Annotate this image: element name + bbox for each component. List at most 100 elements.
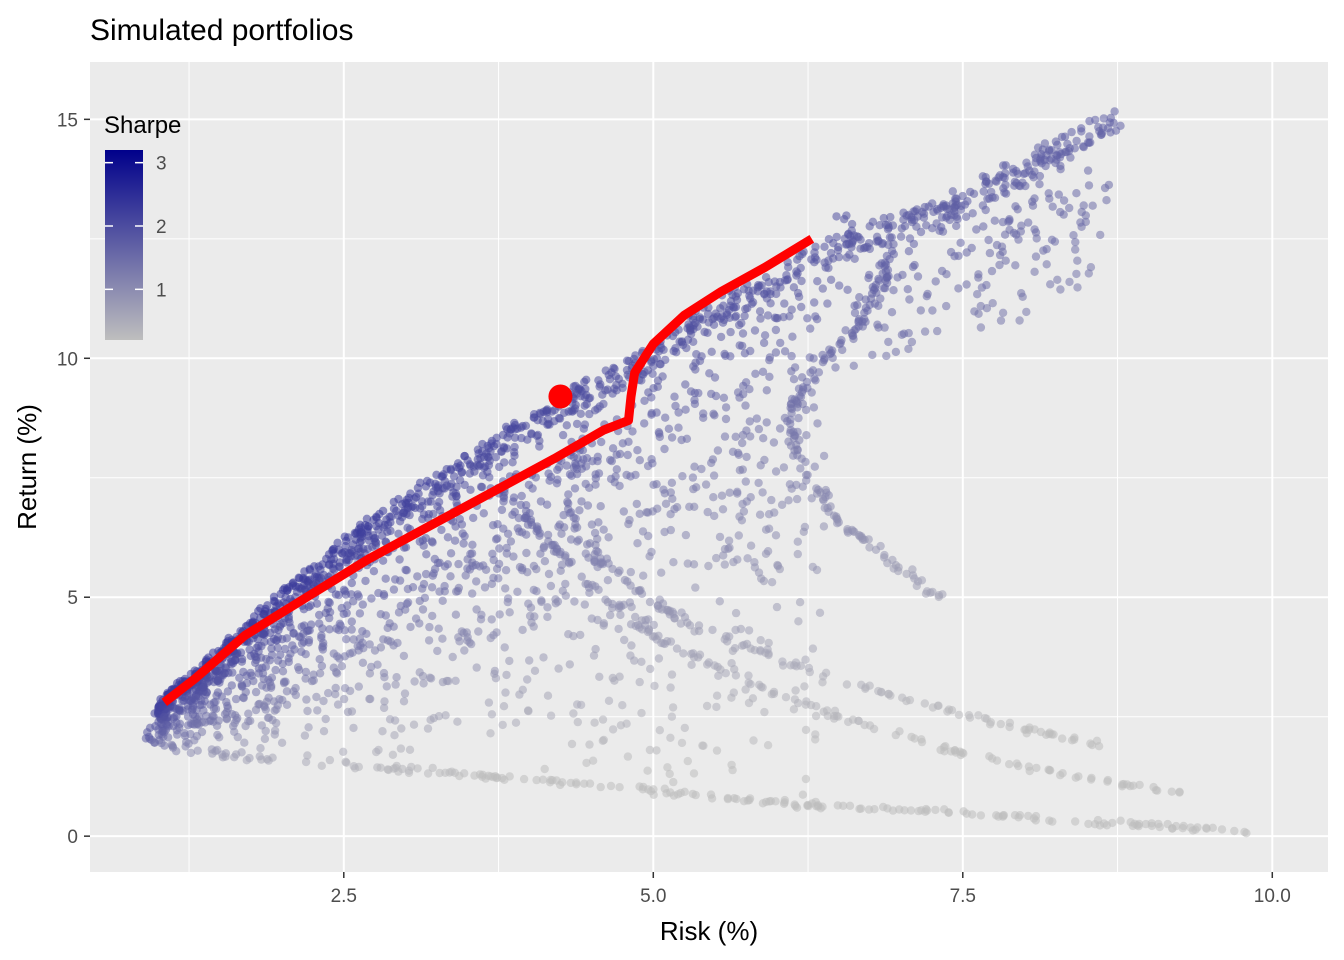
portfolio-point: [260, 702, 269, 712]
portfolio-point: [738, 329, 748, 338]
portfolio-point: [525, 656, 534, 665]
portfolio-point: [427, 583, 437, 592]
legend-tick-label: 3: [156, 154, 167, 175]
portfolio-point: [599, 525, 608, 534]
portfolio-point: [798, 482, 807, 491]
portfolio-point: [856, 235, 865, 244]
portfolio-point: [517, 491, 526, 501]
portfolio-point: [278, 667, 288, 676]
portfolio-point: [653, 376, 663, 385]
portfolio-point: [728, 646, 737, 656]
portfolio-point: [506, 537, 516, 546]
portfolio-point: [645, 597, 655, 607]
portfolio-point: [771, 531, 781, 540]
portfolio-point: [980, 713, 990, 723]
portfolio-point: [690, 502, 699, 511]
portfolio-point: [582, 758, 591, 768]
portfolio-point: [241, 721, 250, 731]
portfolio-point: [748, 694, 758, 703]
portfolio-point: [598, 715, 608, 724]
portfolio-point: [612, 465, 621, 474]
portfolio-point: [209, 712, 218, 721]
portfolio-point: [671, 401, 680, 411]
portfolio-point: [875, 261, 884, 270]
portfolio-point: [923, 289, 932, 299]
portfolio-point: [794, 292, 804, 301]
portfolio-point: [223, 687, 233, 696]
portfolio-point: [736, 624, 746, 634]
portfolio-point: [596, 502, 605, 511]
portfolio-point: [708, 455, 718, 464]
portfolio-point: [985, 752, 994, 761]
portfolio-point: [290, 645, 299, 654]
portfolio-point: [365, 694, 374, 704]
portfolio-point: [553, 465, 562, 474]
portfolio-point: [811, 730, 820, 739]
portfolio-point: [754, 424, 764, 434]
portfolio-point: [554, 413, 564, 423]
portfolio-point: [733, 555, 742, 564]
portfolio-point: [562, 421, 571, 430]
portfolio-point: [508, 510, 517, 519]
portfolio-point: [806, 368, 815, 377]
portfolio-point: [1030, 267, 1039, 276]
portfolio-point: [400, 689, 410, 698]
portfolio-point: [870, 805, 879, 814]
portfolio-point: [543, 530, 553, 540]
portfolio-point: [1081, 217, 1091, 227]
portfolio-point: [349, 762, 358, 771]
portfolio-point: [303, 751, 312, 760]
portfolio-point: [385, 512, 394, 521]
portfolio-point: [580, 600, 589, 609]
portfolio-point: [1067, 127, 1076, 137]
portfolio-point: [948, 187, 957, 196]
portfolio-point: [876, 294, 885, 303]
portfolio-point: [1042, 260, 1051, 269]
portfolio-point: [479, 509, 488, 518]
portfolio-point: [1012, 230, 1021, 239]
portfolio-point: [880, 550, 889, 560]
portfolio-point: [952, 221, 961, 231]
portfolio-point: [986, 718, 996, 727]
portfolio-point: [606, 781, 616, 791]
portfolio-point: [832, 212, 841, 221]
portfolio-point: [339, 694, 349, 704]
portfolio-point: [411, 493, 421, 502]
portfolio-point: [562, 461, 571, 470]
portfolio-point: [756, 646, 765, 655]
portfolio-point: [370, 646, 380, 655]
portfolio-point: [810, 298, 819, 307]
portfolio-point: [373, 660, 382, 669]
portfolio-point: [186, 748, 196, 758]
portfolio-point: [487, 710, 497, 719]
portfolio-point: [884, 240, 893, 249]
portfolio-point: [567, 508, 576, 517]
portfolio-point: [415, 504, 425, 513]
portfolio-point: [455, 771, 464, 781]
portfolio-point: [614, 624, 623, 634]
portfolio-point: [958, 748, 967, 757]
portfolio-point: [428, 763, 437, 773]
portfolio-point: [904, 344, 913, 354]
portfolio-point: [820, 503, 829, 513]
portfolio-point: [247, 671, 256, 680]
portfolio-point: [428, 571, 437, 580]
portfolio-point: [333, 700, 343, 709]
portfolio-point: [1077, 207, 1086, 217]
portfolio-point: [760, 707, 769, 717]
portfolio-point: [871, 280, 881, 290]
portfolio-point: [755, 680, 764, 689]
portfolio-point: [484, 698, 494, 707]
portfolio-point: [795, 252, 804, 261]
portfolio-point: [487, 615, 496, 624]
portfolio-point: [209, 698, 219, 707]
portfolio-point: [500, 643, 509, 652]
portfolio-point: [379, 703, 389, 713]
portfolio-point: [1103, 775, 1113, 785]
portfolio-point: [932, 219, 941, 228]
portfolio-point: [727, 659, 736, 668]
portfolio-point: [498, 720, 507, 730]
portfolio-point: [744, 626, 754, 635]
portfolio-point: [670, 392, 679, 401]
portfolio-point: [270, 730, 279, 739]
